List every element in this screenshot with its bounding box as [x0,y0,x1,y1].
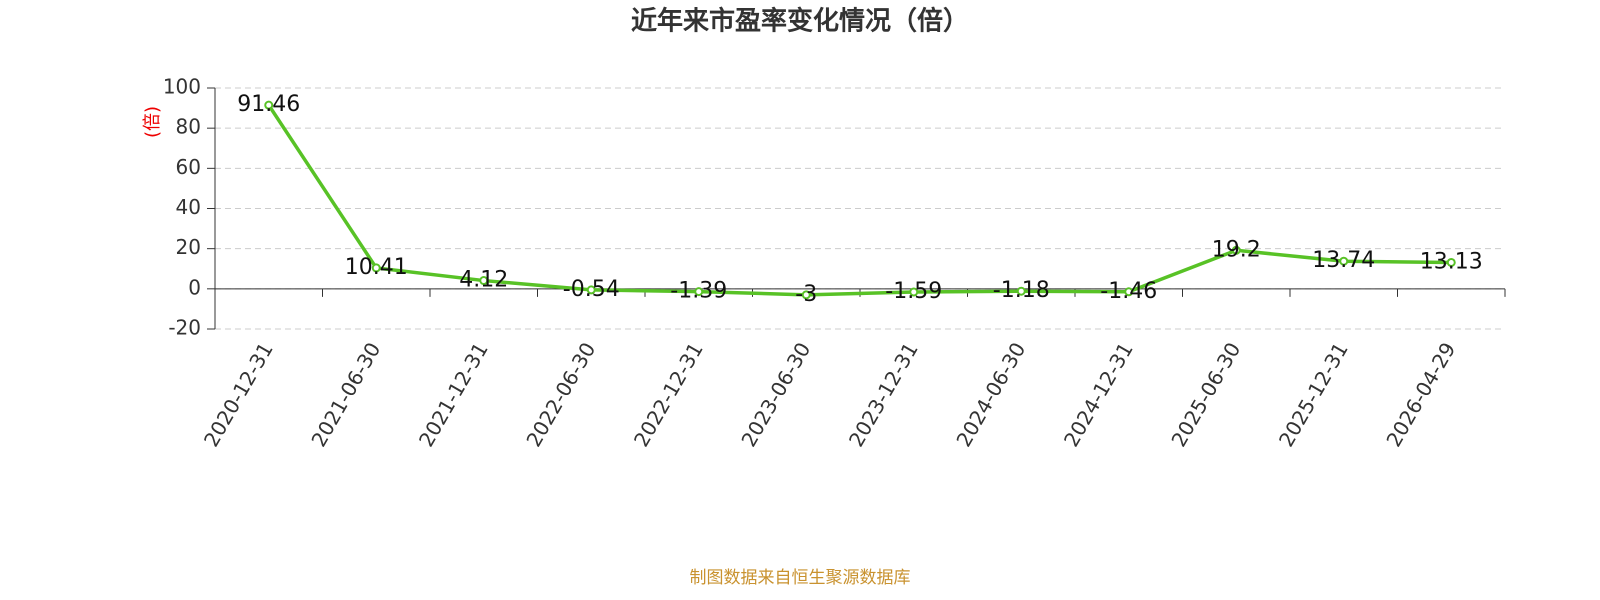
data-label: -1.18 [993,278,1050,303]
chart-title: 近年来市盈率变化情况（倍） [631,6,969,37]
data-label: 91.46 [237,92,300,117]
marker [371,263,381,273]
y-tick-label: -20 [168,316,201,340]
y-tick-label: 60 [176,155,201,179]
footer: 制图数据来自恒生聚源数据库 [690,568,911,588]
y-tick-label: 0 [188,275,201,299]
y-tick-label: 20 [176,235,201,259]
x-tick-label: 2021-12-31 [414,338,493,451]
x-tick-label: 2025-12-31 [1274,338,1353,451]
x-tick-label: 2022-06-30 [521,338,600,451]
marker [909,287,919,297]
x-tick-label: 2024-06-30 [951,338,1030,451]
x-tick-label: 2024-12-31 [1059,338,1138,451]
x-tick-label: 2021-06-30 [306,338,385,451]
marker [694,287,704,297]
y-axis-label: (倍) [142,106,163,138]
x-tick-label: 2023-12-31 [844,338,923,451]
x-tick-label: 2022-12-31 [629,338,708,451]
marker [1124,287,1134,297]
y-tick-label: 40 [176,195,201,219]
data-label: -0.54 [563,277,620,302]
data-label: -1.39 [670,279,727,304]
y-tick-label: 80 [176,115,201,139]
data-label: 13.13 [1420,249,1483,274]
data-label: 13.74 [1312,248,1375,273]
data-label: -1.59 [885,279,942,304]
data-label: -1.46 [1100,279,1157,304]
marker [1016,286,1026,296]
marker [801,290,811,300]
x-tick-label: 2025-06-30 [1166,338,1245,451]
marker [1446,257,1456,267]
x-tick-label: 2023-06-30 [736,338,815,451]
marker [1339,256,1349,266]
data-label: 4.12 [459,268,508,293]
marker [1231,245,1241,255]
data-label: 10.41 [345,255,408,280]
marker [586,285,596,295]
data-label: -3 [795,282,817,307]
y-tick-label: 100 [163,75,201,99]
data-label: 19.2 [1212,237,1261,262]
x-tick-label: 2020-12-31 [199,338,278,451]
marker [479,276,489,286]
marker [264,100,274,110]
line [267,104,1452,297]
x-tick-label: 2026-04-29 [1381,338,1460,451]
